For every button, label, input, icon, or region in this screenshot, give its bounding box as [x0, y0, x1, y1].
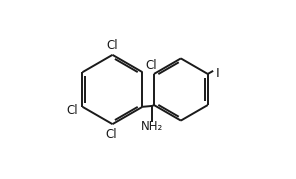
Text: Cl: Cl [145, 59, 157, 72]
Text: NH₂: NH₂ [141, 120, 163, 133]
Text: Cl: Cl [105, 128, 117, 141]
Text: Cl: Cl [66, 103, 78, 117]
Text: I: I [216, 67, 219, 80]
Text: Cl: Cl [107, 39, 118, 52]
